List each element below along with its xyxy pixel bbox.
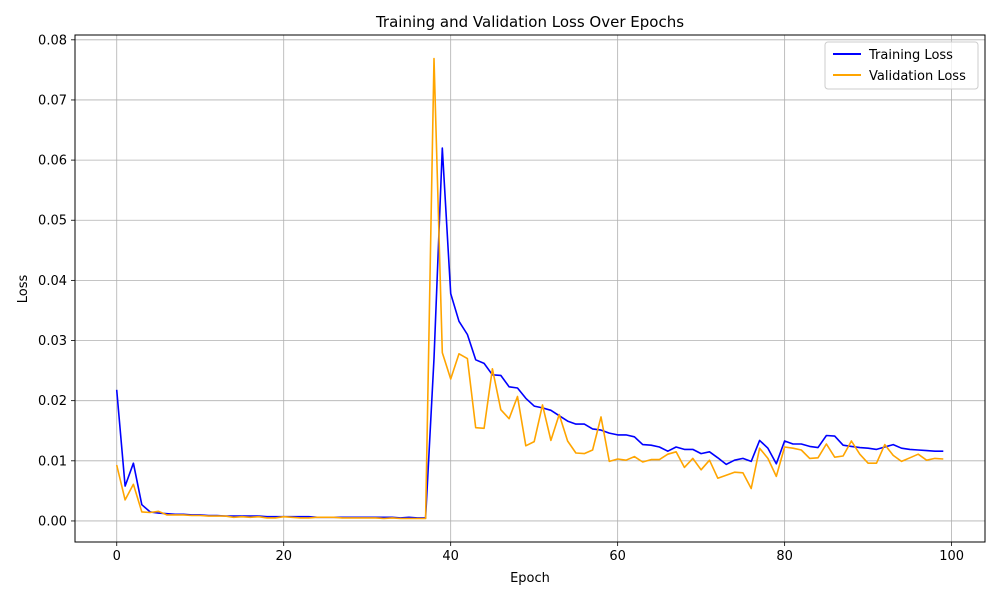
y-tick-label: 0.07 (38, 93, 67, 108)
y-tick-label: 0.01 (38, 454, 67, 469)
y-axis-label: Loss (16, 275, 31, 304)
y-tick-label: 0.04 (38, 274, 67, 289)
series-line-training-loss (115, 147, 944, 519)
x-tick-label: 0 (113, 549, 121, 564)
series-lines (115, 57, 944, 520)
legend-box (824, 41, 979, 90)
series-line-validation-loss (115, 57, 944, 520)
y-tick-label: 0.03 (38, 334, 67, 349)
y-tick-label: 0.02 (38, 394, 67, 409)
legend-label-training-loss: Training Loss (868, 48, 953, 63)
y-tick-label: 0.08 (38, 33, 67, 48)
x-tick-label: 100 (939, 549, 964, 564)
x-tick-label: 40 (442, 549, 459, 564)
legend: Training Loss Validation Loss (824, 41, 979, 90)
y-tick-label: 0.05 (38, 214, 67, 229)
chart-title: Training and Validation Loss Over Epochs (375, 13, 684, 31)
grid-lines (75, 35, 985, 542)
x-tick-label: 60 (609, 549, 626, 564)
y-tick-label: 0.06 (38, 154, 67, 169)
y-axis-ticks: 0.00 0.01 0.02 0.03 0.04 0.05 0.06 0.07 0.08 (38, 33, 75, 529)
legend-label-validation-loss: Validation Loss (869, 69, 966, 84)
y-tick-label: 0.00 (38, 514, 67, 529)
x-tick-label: 20 (275, 549, 292, 564)
plot-frame (74, 34, 986, 543)
x-axis-label: Epoch (510, 571, 550, 586)
x-axis-ticks: 0 20 40 60 80 100 (113, 542, 964, 564)
x-tick-label: 80 (776, 549, 793, 564)
